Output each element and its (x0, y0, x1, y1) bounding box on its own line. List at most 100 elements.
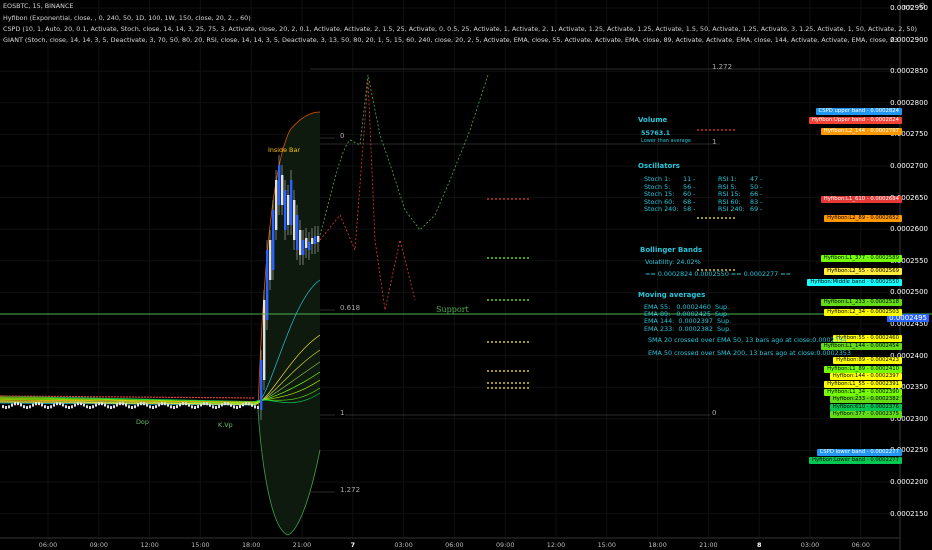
price-tag[interactable]: Hyfibon:L1_610 - 0.0002684 (820, 196, 902, 203)
candle (170, 405, 172, 409)
candle (116, 403, 118, 407)
price-tag[interactable]: Hyfibon:L2_144 - 0.0002797 (820, 128, 902, 135)
last-price-label: 0.0002495 (887, 314, 929, 322)
candle (119, 402, 121, 406)
price-tag[interactable]: Hyfibon:L2_34 - 0.0002503 (824, 309, 902, 316)
candle (29, 405, 31, 409)
candle (74, 403, 76, 407)
price-axis-label: 0.0002900 (890, 35, 928, 44)
gear-icon[interactable]: ⚙ (917, 2, 926, 12)
price-tag[interactable]: Hyfibon:L2_55 - 0.0002569 (824, 268, 902, 275)
candle (137, 403, 139, 407)
candle-body (269, 240, 272, 280)
ma-row: EMA 89: 0.0002425 Sup. (644, 310, 730, 319)
price-axis-label: 0.0002800 (890, 98, 928, 107)
price-tag[interactable]: Hyfibon:144 - 0.0002397 (829, 373, 902, 380)
candle (221, 403, 223, 407)
price-tag[interactable]: Hyfibon:L1_89 - 0.0002410 (824, 366, 902, 373)
candle (110, 405, 112, 409)
candle (194, 405, 196, 409)
candle (23, 405, 25, 409)
candle (182, 402, 184, 406)
rsi-value: 47 - (750, 175, 763, 183)
price-tag[interactable]: Hyfibon:L1_377 - 0.0002589 (820, 255, 902, 262)
volume-lower: Lower than average (641, 138, 691, 144)
band-shapes (257, 111, 321, 536)
stoch-label: Stoch 15: (644, 190, 675, 199)
candle (107, 405, 109, 409)
price-tag[interactable]: Hyfibon:L1_233 - 0.0002518 (820, 299, 902, 306)
candle (215, 405, 217, 409)
ema-line (0, 361, 321, 404)
time-axis-label: 09:00 (89, 541, 109, 549)
fib-label: 1.272 (712, 63, 733, 71)
price-tag[interactable]: Hyfibon:Middle band - 0.0002550 (807, 279, 902, 286)
stoch-value: 56 - (683, 182, 696, 191)
currency-label: BTC (903, 5, 914, 11)
cross-message-2: EMA 50 crossed over SMA 200, 13 bars ago… (648, 349, 851, 357)
candle (68, 405, 70, 409)
candle (89, 406, 91, 409)
ema-lines (0, 279, 321, 406)
rsi-label: RSI 240: (718, 205, 745, 214)
indicator-giant[interactable]: GIANT (Stoch, close, 14, 14, 3, 5, Deact… (3, 36, 898, 44)
candle (245, 402, 247, 406)
indicator-cspd[interactable]: CSPD (10, 1, Auto, 20, 0.1, Activate, St… (3, 25, 918, 33)
time-axis-label: 21:00 (699, 541, 718, 549)
fib-label: 1 (712, 138, 717, 146)
candle (161, 402, 163, 406)
price-tag[interactable]: Hyfibon:89 - 0.0002423 (833, 357, 902, 364)
dotted-levels (487, 129, 737, 389)
candle (179, 403, 181, 407)
candle-body (293, 200, 296, 240)
candle (59, 402, 61, 406)
band-fill (258, 112, 320, 410)
price-axis-label: 0.0002700 (890, 162, 928, 170)
price-tag[interactable]: CSPD lower band - 0.0002277 (816, 449, 902, 456)
price-tag[interactable]: CSPD upper band - 0.0002824 (815, 108, 902, 115)
bollinger-volatility: Volatility: 24.02% (645, 258, 701, 266)
price-tag[interactable]: Hyfibon:L1_34 - 0.0002390 (824, 389, 902, 396)
candle (32, 403, 34, 407)
price-tag[interactable]: Hyfibon:Lower band - 0.0002277 (808, 457, 902, 464)
time-axis-label: 06:00 (851, 541, 871, 549)
ema-line (0, 371, 321, 404)
candle-body (272, 210, 275, 270)
price-tag[interactable]: Hyfibon:377 - 0.0002375 (829, 411, 902, 418)
ema-line (0, 379, 321, 403)
price-tag[interactable]: Hyfibon:L1_55 - 0.0002391 (824, 381, 902, 388)
candle (143, 402, 145, 406)
price-axis-label: 0.0002200 (890, 478, 928, 486)
price-tag[interactable]: Hyfibon:L1_144 - 0.0002454 (820, 343, 902, 350)
indicator-hyfibon[interactable]: Hyfibon (Exponential, close, , 0, 240, 5… (3, 14, 251, 22)
candle-body (275, 180, 278, 230)
time-axis-label: 12:00 (546, 541, 566, 549)
ma-row: EMA 55: 0.0002460 Sup. (644, 303, 730, 311)
candle (188, 403, 190, 407)
candle (236, 405, 238, 409)
candle (35, 402, 37, 406)
candle (20, 403, 22, 407)
candle (128, 405, 130, 409)
ema-line (0, 349, 321, 405)
dop-marker: Dop (136, 418, 149, 426)
price-axis-label: 0.0002950 (890, 4, 928, 12)
price-axis-label: 0.0002450 (890, 320, 928, 328)
candle (131, 405, 133, 409)
stoch-label: Stoch 5: (644, 182, 671, 191)
ma-title: Moving averages (638, 291, 706, 299)
rsi-value: 50 - (750, 182, 763, 191)
candle (191, 405, 193, 409)
time-axis-label: 15:00 (191, 541, 210, 549)
ema-line (0, 392, 321, 403)
price-tag[interactable]: Hyfibon:233 - 0.0002382 (829, 396, 902, 403)
price-tag[interactable]: Hyfibon:Upper band - 0.0002824 (808, 117, 902, 124)
candle (95, 403, 97, 407)
price-tag[interactable]: Hyfibon:610 - 0.0002376 (829, 404, 902, 411)
candle (212, 405, 214, 409)
projection-red (319, 79, 416, 311)
price-tag[interactable]: Hyfibon:55 - 0.0002460 (833, 335, 902, 342)
candle (38, 402, 40, 406)
price-tag[interactable]: Hyfibon:L2_89 - 0.0002652 (824, 215, 902, 222)
